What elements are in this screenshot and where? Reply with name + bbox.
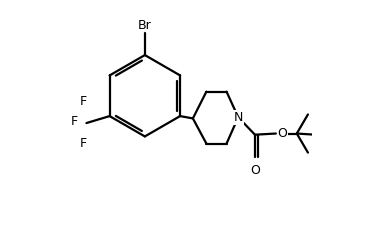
Text: N: N — [234, 111, 243, 124]
Text: F: F — [71, 115, 78, 128]
Text: O: O — [278, 127, 288, 140]
Text: F: F — [80, 137, 87, 150]
Text: O: O — [250, 164, 260, 177]
Text: F: F — [80, 95, 87, 108]
Text: Br: Br — [138, 19, 152, 32]
